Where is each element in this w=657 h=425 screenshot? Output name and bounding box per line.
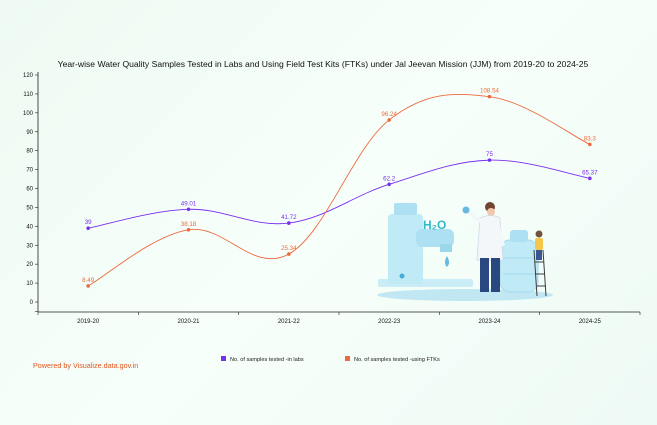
series-line-ftks: [87, 93, 591, 287]
x-tick-label: 2022-23: [378, 319, 401, 325]
x-tick-label: 2023-24: [478, 319, 501, 325]
legend-label-ftks: No. of samples tested -using FTKs: [354, 357, 440, 363]
data-point-ftks[interactable]: [387, 118, 391, 122]
x-tick-label: 2024-25: [579, 319, 602, 325]
y-tick-label: 100: [23, 111, 34, 117]
data-point-ftks[interactable]: [487, 94, 492, 99]
series-layer: 39 49.01 41.72 62.2 75 65.37 8.49 38.18 25.34 96.…: [82, 88, 598, 288]
y-tick-label: 60: [26, 187, 33, 193]
data-label-ftks: 96.24: [381, 111, 397, 118]
y-tick-label: 70: [26, 168, 33, 174]
data-label-ftks: 108.54: [480, 88, 499, 95]
legend: No. of samples tested -in labs No. of sa…: [221, 356, 440, 363]
data-point-labs[interactable]: [287, 221, 291, 225]
data-label-ftks: 83.3: [584, 135, 597, 142]
y-tick-label: 10: [26, 281, 33, 287]
data-point-labs[interactable]: [387, 182, 391, 187]
y-tick-label: 110: [23, 92, 33, 98]
data-label-labs: 49.01: [181, 200, 197, 207]
data-label-labs: 62.2: [383, 175, 396, 182]
credit-link[interactable]: Powered by Visualize.data.gov.in: [33, 361, 139, 370]
y-tick-label: 30: [26, 243, 33, 249]
data-point-labs[interactable]: [487, 158, 492, 162]
legend-label-labs: No. of samples tested -in labs: [230, 357, 304, 363]
data-point-ftks[interactable]: [86, 284, 90, 288]
svg-text:H₂O: H₂O: [423, 218, 446, 232]
data-point-ftks[interactable]: [186, 227, 191, 232]
data-point-labs[interactable]: [588, 176, 592, 181]
data-label-labs: 75: [486, 151, 493, 158]
x-tick-label: 2019-20: [77, 319, 100, 325]
data-point-ftks[interactable]: [287, 252, 291, 256]
series-line-labs: [88, 159, 590, 229]
data-label-labs: 65.37: [582, 169, 598, 176]
y-tick-label: 90: [26, 130, 33, 136]
data-label-ftks: 38.18: [181, 221, 197, 228]
data-point-ftks[interactable]: [588, 142, 592, 147]
y-tick-label: 50: [26, 205, 33, 211]
data-point-labs[interactable]: [86, 226, 90, 231]
axes: 0 10 20 30 40 50 60 70 80 90 100 110 120 2019-20 2020-…: [23, 72, 641, 325]
y-tick-label: 20: [26, 262, 33, 268]
y-tick-label: 80: [26, 149, 33, 155]
data-label-labs: 39: [85, 219, 92, 226]
data-label-ftks: 25.34: [281, 245, 297, 252]
legend-swatch-labs: [221, 356, 226, 361]
chart-title: Year-wise Water Quality Samples Tested i…: [58, 59, 589, 69]
y-tick-label: 120: [23, 73, 34, 79]
data-label-labs: 41.72: [281, 214, 297, 221]
x-tick-label: 2021-22: [278, 319, 301, 325]
data-point-labs[interactable]: [186, 207, 191, 212]
legend-swatch-ftks: [345, 356, 350, 361]
water-testing-illustration: H₂O: [377, 202, 553, 301]
y-tick-label: 0: [30, 300, 34, 306]
x-tick-label: 2020-21: [177, 319, 200, 325]
y-tick-label: 40: [26, 224, 33, 230]
data-label-ftks: 8.49: [82, 277, 95, 284]
